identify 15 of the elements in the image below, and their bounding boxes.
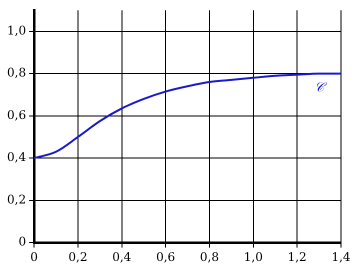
x-tick-label: 0,2: [68, 250, 88, 264]
y-tick-label: 0: [18, 234, 26, 249]
y-tick-label: 0,8: [6, 66, 26, 80]
x-tick-label: 0,8: [200, 250, 220, 264]
x-tick-label: 1,2: [288, 250, 307, 264]
y-tick-label: 0,4: [6, 150, 26, 164]
x-tick-label: 0,6: [156, 250, 176, 264]
x-tick-label: 1,0: [244, 250, 263, 264]
y-tick-label: 0,2: [6, 192, 26, 206]
x-tick-label: 0,4: [112, 250, 132, 264]
x-tick-label: 0: [30, 250, 38, 264]
y-tick-label: 0,6: [6, 108, 26, 122]
x-tick-label: 1,4: [331, 250, 351, 264]
series-label: 𝒞: [314, 80, 328, 96]
y-tick-label: 1,0: [6, 23, 26, 38]
